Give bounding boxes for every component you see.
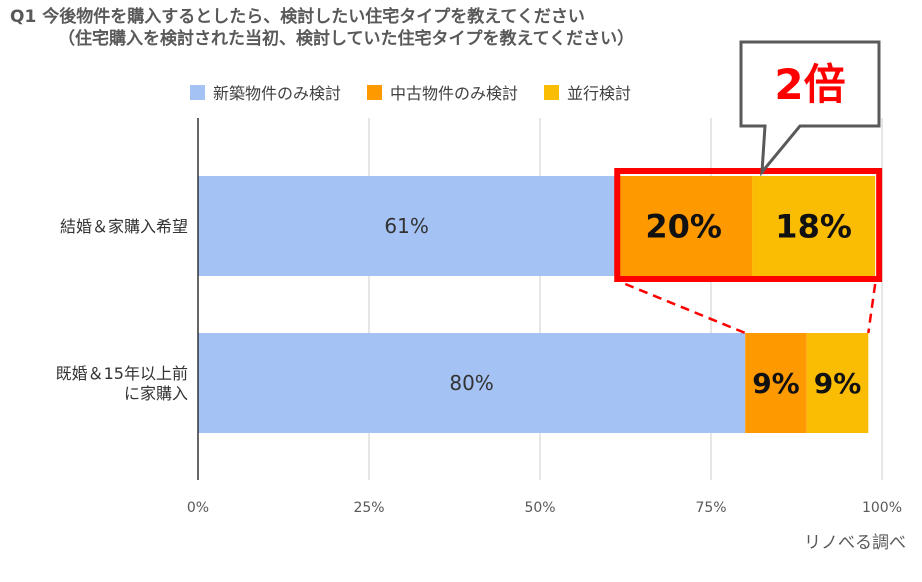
legend-label: 中古物件のみ検討 [390, 84, 519, 103]
bar-segment [198, 333, 746, 433]
category-label: 結婚＆家購入希望 [60, 217, 188, 236]
legend-item: 新築物件のみ検討 [190, 80, 341, 104]
callout-box [739, 40, 881, 177]
data-label: 9% [814, 367, 862, 400]
bar-segment [745, 333, 807, 433]
connector-line [867, 283, 877, 334]
x-tick-label: 75% [695, 500, 726, 516]
bar-segment [806, 333, 869, 433]
chart-legend: 新築物件のみ検討 中古物件のみ検討 並行検討 [190, 80, 657, 104]
chart-subtitle: （住宅購入を検討された当初、検討していた住宅タイプを教えてください） [58, 29, 635, 49]
legend-item: 中古物件のみ検討 [367, 80, 518, 104]
legend-item: 並行検討 [544, 80, 631, 104]
highlight-box [614, 168, 883, 282]
legend-swatch [190, 84, 205, 100]
bar-segment [615, 176, 753, 276]
source-note: リノべる調べ [804, 533, 906, 553]
bar-segment [198, 176, 616, 276]
data-label: 80% [449, 371, 493, 395]
legend-label: 並行検討 [567, 84, 632, 103]
x-tick-label: 25% [353, 500, 384, 516]
chart-title: Q1 今後物件を購入するとしたら、検討したい住宅タイプを教えてください [10, 7, 585, 27]
legend-label: 新築物件のみ検討 [213, 84, 342, 103]
category-label: 既婚＆15年以上前 [56, 364, 188, 383]
bar-segment [752, 176, 876, 276]
chart-title-block: Q1 今後物件を購入するとしたら、検討したい住宅タイプを教えてください （住宅購… [10, 6, 910, 50]
legend-swatch [544, 84, 560, 100]
connector-line [624, 282, 746, 335]
data-label: 61% [384, 214, 428, 238]
x-tick-label: 100% [862, 500, 902, 516]
legend-swatch [367, 84, 383, 100]
category-label: に家購入 [124, 384, 188, 403]
x-tick-label: 0% [187, 500, 209, 516]
data-label: 9% [752, 367, 800, 400]
annotation-label: 2倍 [774, 60, 845, 109]
data-label: 20% [645, 208, 722, 246]
x-tick-label: 50% [524, 500, 555, 516]
data-label: 18% [775, 208, 852, 246]
